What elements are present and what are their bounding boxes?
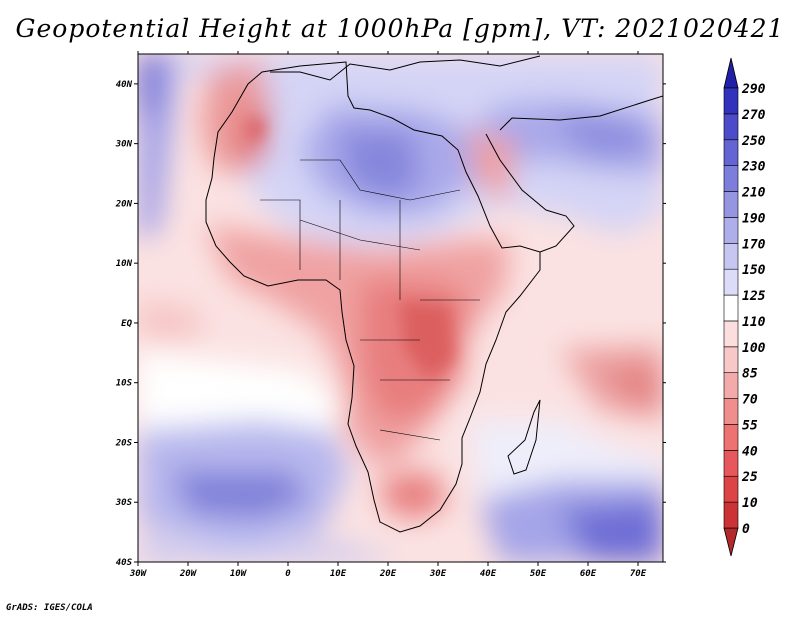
colorbar-swatch	[723, 87, 739, 115]
x-tick-label: 30W	[129, 569, 148, 579]
colorbar-label: 10	[742, 496, 758, 511]
colorbar-swatch	[723, 346, 739, 374]
y-tick-label: 30S	[115, 498, 133, 508]
credit-footer: GrADS: IGES/COLA	[6, 603, 93, 613]
colorbar-label: 250	[741, 134, 766, 149]
colorbar-label: 25	[741, 470, 758, 485]
colorbar-label: 290	[741, 82, 766, 97]
arabia-coastline	[485, 133, 575, 253]
colorbar-swatch	[723, 139, 739, 166]
colorbar-label: 110	[742, 315, 766, 330]
y-tick-label: 20S	[115, 438, 133, 448]
colorbar-swatch	[723, 113, 739, 141]
y-tick-label: 40S	[116, 558, 133, 568]
colorbar-label: 230	[741, 160, 766, 175]
madagascar	[507, 399, 541, 475]
colorbar-label: 190	[742, 211, 766, 226]
colorbar-top-arrow	[723, 57, 739, 89]
x-tick-label: 70E	[630, 569, 647, 579]
colorbar: 0 10 25 40 55 70 85 100 110 125 150 170 190 210 230 250…	[723, 57, 766, 557]
colorbar-swatch	[723, 424, 739, 451]
x-tick-label: 10W	[230, 569, 248, 579]
colorbar-swatch	[723, 191, 739, 218]
x-tick-label: 60E	[580, 569, 597, 579]
colorbar-swatch	[723, 165, 739, 192]
x-tick-label: 50E	[530, 569, 547, 579]
colorbar-swatch	[723, 294, 739, 322]
y-axis: 40S 30S 20S 10S EQ 10N 20N 30N 40N	[115, 80, 666, 568]
colorbar-label: 55	[742, 418, 758, 433]
colorbar-label: 40	[742, 444, 758, 459]
colorbar-label: 100	[742, 341, 766, 356]
x-tick-label: 0	[285, 569, 291, 579]
y-tick-label: 10N	[116, 259, 133, 269]
colorbar-label: 125	[742, 289, 766, 304]
colorbar-swatch	[723, 217, 739, 244]
colorbar-label: 70	[742, 393, 758, 408]
colorbar-label: 150	[742, 263, 766, 278]
colorbar-bottom-arrow	[723, 527, 739, 557]
x-tick-label: 20E	[379, 569, 397, 579]
field-shading	[138, 54, 663, 562]
colorbar-swatch	[723, 242, 739, 270]
x-tick-label: 10E	[330, 569, 347, 579]
y-tick-label: 20N	[115, 199, 133, 209]
colorbar-label: 0	[742, 522, 750, 537]
y-tick-label: 30N	[115, 140, 133, 150]
colorbar-label: 170	[742, 237, 766, 252]
y-tick-label: EQ	[121, 319, 132, 329]
asia-coastline	[499, 95, 663, 131]
plot-frame	[137, 53, 664, 563]
colorbar-swatch	[723, 268, 739, 296]
country-borders	[260, 159, 480, 441]
y-tick-label: 40N	[116, 80, 133, 90]
y-tick-label: 10S	[116, 379, 133, 389]
colorbar-swatch	[723, 450, 739, 477]
colorbar-swatch	[723, 501, 739, 529]
colorbar-label: 270	[741, 108, 766, 123]
x-tick-label: 40E	[480, 569, 497, 579]
colorbar-swatch	[723, 320, 739, 348]
x-tick-label: 30E	[429, 569, 447, 579]
colorbar-swatch	[723, 398, 739, 425]
colorbar-swatch	[723, 372, 739, 399]
colorbar-label: 210	[741, 186, 766, 201]
africa-coastline	[205, 61, 541, 533]
coastlines	[205, 55, 663, 533]
chart-title: Geopotential Height at 1000hPa [gpm], VT…	[15, 14, 785, 43]
mediterranean-coast	[270, 55, 541, 81]
colorbar-swatch	[723, 475, 739, 503]
x-axis: 30W 20W 10W 0 10E 20E 30E 40E 50E 60E 70E	[129, 51, 647, 579]
colorbar-label: 85	[742, 367, 758, 382]
x-tick-label: 20W	[179, 569, 198, 579]
